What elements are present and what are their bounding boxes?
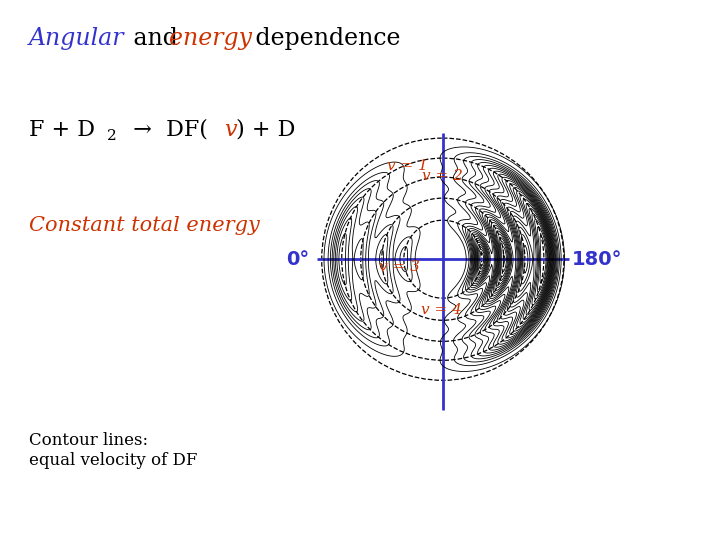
- Text: v = 4: v = 4: [421, 303, 462, 317]
- Point: [0, 0, 6, 4]
- Text: →  DF(: → DF(: [119, 119, 207, 141]
- Point: [0, 0, 6, 4]
- Text: Contour lines:
equal velocity of DF: Contour lines: equal velocity of DF: [29, 432, 197, 469]
- Text: v: v: [225, 119, 238, 141]
- Point: [0, 0, 6, 4]
- Point: [0, 0, 6, 4]
- Text: v = 3: v = 3: [379, 260, 420, 274]
- Point: [0, 0, 6, 4]
- Text: and: and: [126, 27, 185, 50]
- Point: [0, 0, 6, 4]
- Point: [0, 0, 6, 4]
- Point: [0, 0, 6, 4]
- Point: [0, 0, 6, 4]
- Text: 180°: 180°: [572, 249, 622, 269]
- Text: ) + D: ) + D: [236, 119, 295, 141]
- Point: [0, 0, 6, 4]
- Point: [0, 0, 6, 4]
- Point: [0, 0, 6, 4]
- Point: [0, 0, 6, 4]
- Point: [0, 0, 6, 4]
- Text: v = 2: v = 2: [422, 168, 463, 183]
- Text: v = 1: v = 1: [387, 159, 428, 173]
- Point: [0, 0, 6, 4]
- Text: Angular: Angular: [29, 27, 125, 50]
- Point: [0, 0, 6, 4]
- Text: Constant total energy: Constant total energy: [29, 216, 259, 235]
- Text: F + D: F + D: [29, 119, 95, 141]
- Text: dependence: dependence: [248, 27, 401, 50]
- Text: 2: 2: [107, 129, 117, 143]
- Point: [0, 0, 6, 4]
- Point: [0, 0, 6, 4]
- Point: [0, 0, 6, 4]
- Text: energy: energy: [169, 27, 252, 50]
- Point: [0, 0, 6, 4]
- Point: [0, 0, 6, 4]
- Point: [0, 0, 6, 4]
- Text: 0°: 0°: [287, 249, 310, 269]
